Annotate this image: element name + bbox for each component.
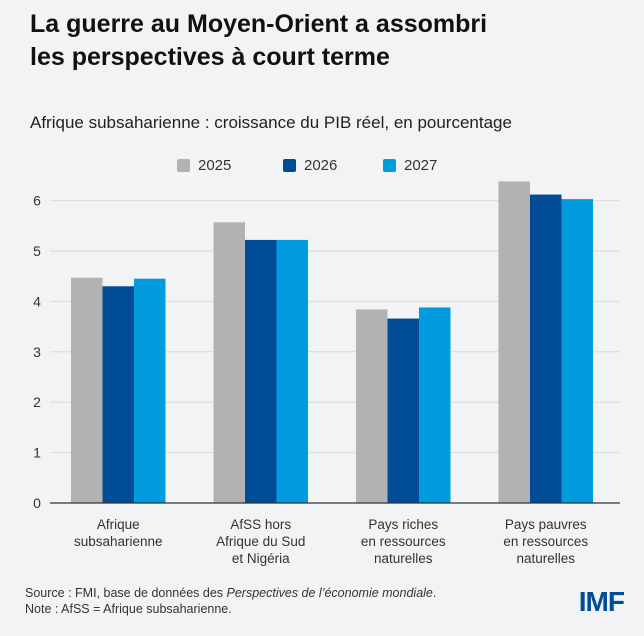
x-tick-label: et Nigéria	[232, 551, 290, 566]
x-tick-label: en ressources	[503, 534, 588, 549]
title-line-2: les perspectives à court terme	[30, 43, 390, 71]
y-tick-label: 2	[33, 394, 41, 410]
x-tick-label: Afrique	[97, 517, 140, 532]
x-tick-label: Pays pauvres	[505, 517, 587, 532]
legend-label: 2027	[404, 157, 438, 174]
bar-2027	[419, 307, 451, 503]
legend-item-2027: 2027	[383, 157, 437, 174]
bar-2026	[245, 239, 277, 504]
chart-subtitle: Afrique subsaharienne : croissance du PI…	[30, 113, 512, 132]
bar-2026	[530, 194, 562, 503]
legend-item-2025: 2025	[177, 157, 231, 174]
source-end: .	[432, 586, 437, 600]
x-tick-label: subsaharienne	[74, 534, 163, 549]
legend-swatch	[283, 159, 296, 172]
imf-logo: IMF	[578, 586, 625, 617]
legend-label: 2026	[304, 157, 338, 174]
y-tick-label: 0	[33, 495, 41, 511]
bar-2025	[71, 277, 103, 503]
bar-2025	[498, 181, 530, 503]
x-tick-label: en ressources	[361, 534, 446, 549]
bar-2025	[213, 222, 245, 503]
y-tick-label: 3	[33, 344, 41, 360]
x-tick-label: Pays riches	[368, 517, 438, 532]
title-line-1: La guerre au Moyen-Orient a assombri	[30, 10, 488, 38]
y-tick-label: 1	[33, 445, 41, 461]
legend-swatch	[383, 159, 396, 172]
source-text: Source : FMI, base de données des	[25, 586, 227, 600]
y-tick-label: 6	[33, 193, 41, 209]
x-tick-label: naturelles	[516, 551, 575, 566]
bar-2025	[356, 309, 388, 503]
bar-2027	[276, 239, 308, 504]
y-tick-label: 4	[33, 293, 41, 309]
source-line: Source : FMI, base de données des Perspe…	[25, 585, 436, 601]
bar-2027	[561, 199, 593, 503]
source-publication: Perspectives de l’économie mondiale	[226, 586, 433, 600]
source-note: Source : FMI, base de données des Perspe…	[25, 585, 436, 617]
y-tick-label: 5	[33, 243, 41, 259]
legend-label: 2025	[198, 157, 232, 174]
x-tick-label: Afrique du Sud	[216, 534, 305, 549]
legend: 2025 2026 2027	[0, 157, 644, 177]
chart-title: La guerre au Moyen-Orient a assombri les…	[30, 8, 630, 74]
bar-2026	[102, 286, 134, 503]
legend-swatch	[177, 159, 190, 172]
legend-item-2026: 2026	[283, 157, 337, 174]
note-line: Note : AfSS = Afrique subsaharienne.	[25, 602, 232, 616]
bar-2026	[387, 318, 419, 503]
bar-2027	[134, 278, 166, 503]
x-tick-label: naturelles	[374, 551, 433, 566]
x-tick-label: AfSS hors	[230, 517, 291, 532]
